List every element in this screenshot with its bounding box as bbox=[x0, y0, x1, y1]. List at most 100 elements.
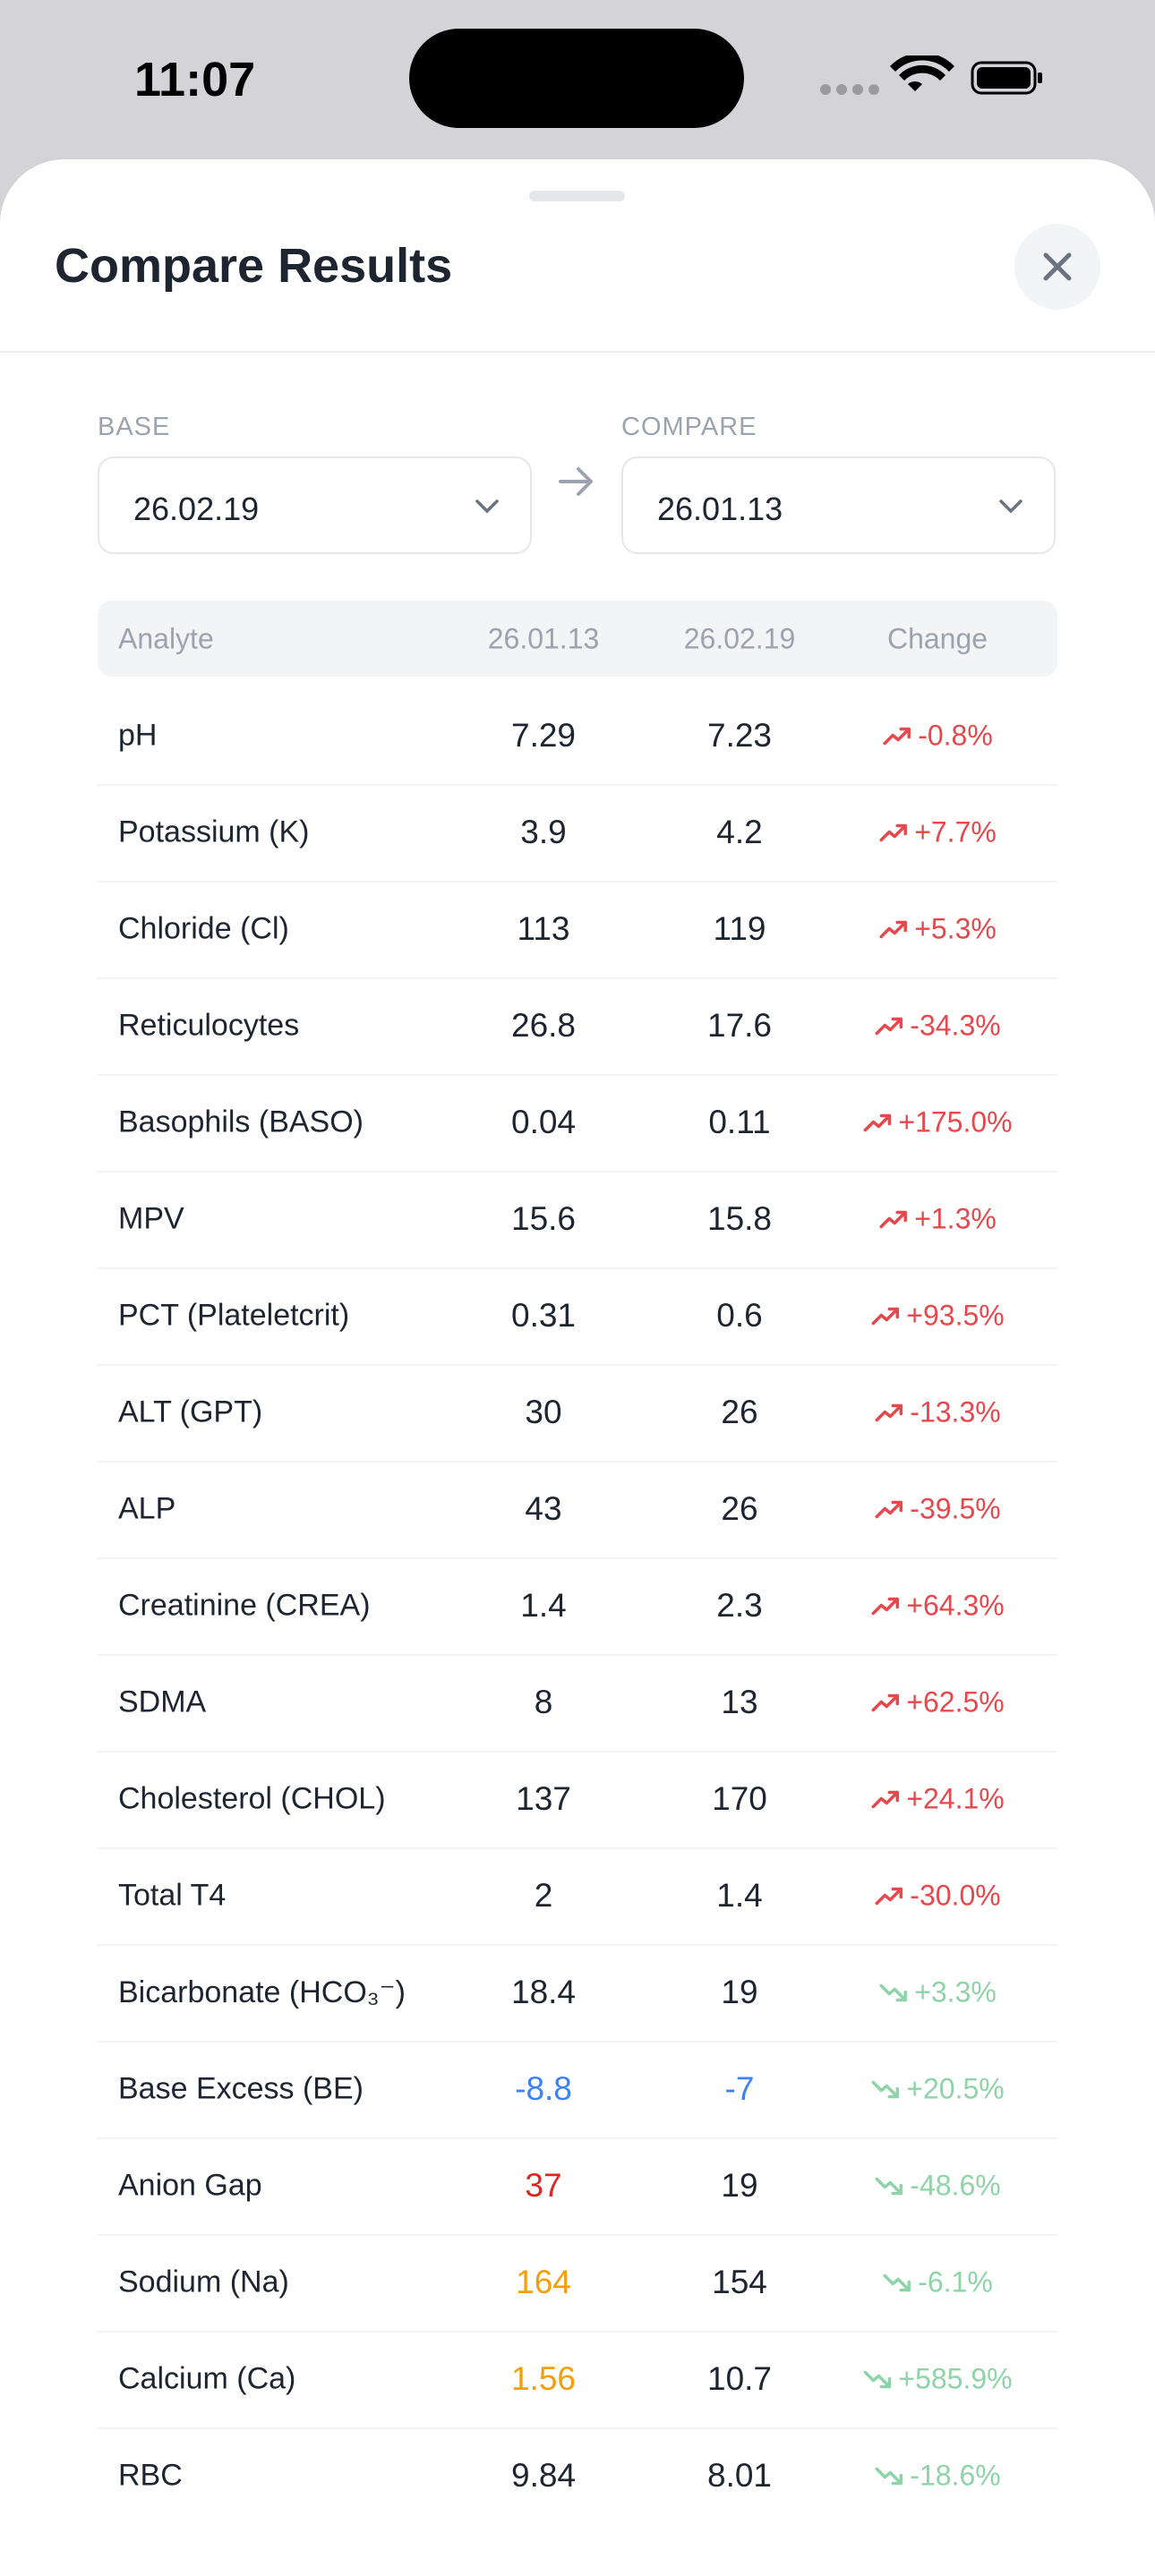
grabber[interactable] bbox=[529, 191, 625, 201]
change-value: +93.5% bbox=[906, 1299, 1005, 1332]
row-separator bbox=[98, 2041, 1057, 2043]
change-cell: +93.5% bbox=[870, 1299, 1005, 1333]
value-cell: 26 bbox=[721, 1490, 758, 1527]
change-value: +24.1% bbox=[906, 1782, 1005, 1815]
change-cell: +175.0% bbox=[862, 1105, 1013, 1139]
value-cell: 7.29 bbox=[510, 717, 577, 754]
analyte-name: Basophils (BASO) bbox=[118, 1105, 364, 1139]
trend-icon bbox=[875, 2177, 903, 2195]
analyte-name: MPV bbox=[118, 1201, 184, 1236]
compare-dropdown[interactable]: 26.01.13 bbox=[621, 456, 1056, 554]
row-separator bbox=[98, 2427, 1057, 2429]
row-separator bbox=[98, 2137, 1057, 2139]
row-separator bbox=[98, 1847, 1057, 1849]
change-cell: -39.5% bbox=[874, 1492, 1001, 1526]
base-dropdown[interactable]: 26.02.19 bbox=[98, 456, 532, 554]
chevron bbox=[999, 499, 1022, 514]
analyte-name: PCT (Plateletcrit) bbox=[118, 1298, 350, 1333]
value-cell: 1.4 bbox=[520, 1587, 567, 1624]
change-cell: -48.6% bbox=[874, 2170, 1001, 2203]
value-cell: 26.8 bbox=[510, 1007, 577, 1044]
analyte-name: Reticulocytes bbox=[118, 1008, 300, 1043]
change-cell: +62.5% bbox=[870, 1686, 1005, 1719]
row-separator bbox=[98, 1267, 1057, 1269]
value-cell: 1.4 bbox=[716, 1877, 763, 1914]
value-cell: 10.7 bbox=[706, 2360, 773, 2397]
value-cell: 3.9 bbox=[520, 814, 567, 850]
analyte-name: Base Excess (BE) bbox=[118, 2071, 364, 2106]
title: Compare Results bbox=[55, 239, 453, 293]
change-cell: -0.8% bbox=[882, 720, 993, 753]
value-cell: 37 bbox=[525, 2167, 562, 2204]
change-value: -39.5% bbox=[910, 1492, 1001, 1525]
selector-label: BASE bbox=[98, 413, 171, 441]
trend-icon bbox=[879, 1210, 907, 1228]
value-cell: 4.2 bbox=[716, 814, 763, 850]
change-value: -18.6% bbox=[910, 2459, 1001, 2492]
value-cell: 19 bbox=[721, 1974, 758, 2010]
arrow bbox=[559, 467, 593, 496]
row-separator bbox=[98, 1364, 1057, 1366]
row-separator bbox=[98, 977, 1057, 979]
analyte-name: Anion Gap bbox=[118, 2168, 262, 2203]
value-cell: -8.8 bbox=[515, 2070, 572, 2107]
row-separator bbox=[98, 1171, 1057, 1173]
trend-icon bbox=[883, 2273, 911, 2291]
value-cell: 8.01 bbox=[706, 2457, 773, 2494]
value-cell: 9.84 bbox=[510, 2457, 577, 2494]
change-cell: +20.5% bbox=[870, 2072, 1005, 2106]
value-cell: 26 bbox=[721, 1394, 758, 1430]
trend-icon bbox=[875, 1403, 903, 1421]
analyte-name: Cholesterol (CHOL) bbox=[118, 1781, 386, 1816]
analyte-name: Creatinine (CREA) bbox=[118, 1588, 371, 1623]
value-cell: 15.8 bbox=[706, 1200, 773, 1237]
change-cell: -34.3% bbox=[874, 1009, 1001, 1043]
table: Analyte 26.01.13 26.02.19 Change pH 7.29 7.23 -… bbox=[98, 622, 1057, 2494]
change-value: -0.8% bbox=[918, 719, 993, 752]
value-cell: 15.6 bbox=[510, 1200, 577, 1237]
change-cell: -30.0% bbox=[874, 1880, 1001, 1913]
value-cell: 8 bbox=[534, 1684, 553, 1720]
trend-icon bbox=[875, 1500, 903, 1518]
value-cell: 154 bbox=[712, 2264, 767, 2300]
change-value: -6.1% bbox=[918, 2265, 993, 2299]
selector-value: 26.02.19 bbox=[133, 490, 260, 527]
value-cell: 1.56 bbox=[510, 2360, 577, 2397]
trend-icon bbox=[883, 727, 911, 745]
column-header: 26.01.13 bbox=[487, 622, 600, 655]
value-cell: 0.6 bbox=[716, 1297, 763, 1334]
row-separator bbox=[98, 784, 1057, 786]
dynamic-island bbox=[409, 29, 744, 128]
value-cell: 0.31 bbox=[510, 1297, 577, 1334]
change-value: +20.5% bbox=[906, 2072, 1005, 2105]
change-value: +3.3% bbox=[914, 1975, 997, 2009]
trend-icon bbox=[879, 920, 907, 938]
analyte-name: pH bbox=[118, 718, 158, 753]
analyte-name: Potassium (K) bbox=[118, 815, 310, 849]
row-separator bbox=[98, 2331, 1057, 2333]
change-value: +585.9% bbox=[898, 2362, 1013, 2395]
row-separator bbox=[98, 881, 1057, 883]
value-cell: 113 bbox=[517, 910, 570, 947]
close-button[interactable] bbox=[1014, 224, 1100, 310]
change-cell: -6.1% bbox=[882, 2266, 993, 2299]
trend-icon bbox=[871, 1307, 900, 1325]
change-value: +5.3% bbox=[914, 912, 997, 945]
analyte-name: Sodium (Na) bbox=[118, 2265, 289, 2299]
analyte-name: Chloride (Cl) bbox=[118, 911, 289, 946]
value-cell: 170 bbox=[712, 1780, 767, 1817]
selector-label: COMPARE bbox=[621, 413, 757, 441]
row-separator bbox=[98, 1751, 1057, 1753]
trend-icon bbox=[875, 1017, 903, 1035]
divider bbox=[0, 351, 1155, 353]
change-cell: +24.1% bbox=[870, 1782, 1005, 1816]
status-time: 11:07 bbox=[134, 53, 256, 107]
trend-icon bbox=[871, 2080, 900, 2098]
value-cell: 19 bbox=[721, 2167, 758, 2204]
change-value: -34.3% bbox=[910, 1009, 1001, 1042]
analyte-name: ALP bbox=[118, 1491, 176, 1526]
change-cell: +5.3% bbox=[878, 913, 997, 946]
value-cell: 164 bbox=[516, 2264, 571, 2300]
change-value: +175.0% bbox=[898, 1105, 1013, 1139]
chevron bbox=[475, 499, 499, 514]
